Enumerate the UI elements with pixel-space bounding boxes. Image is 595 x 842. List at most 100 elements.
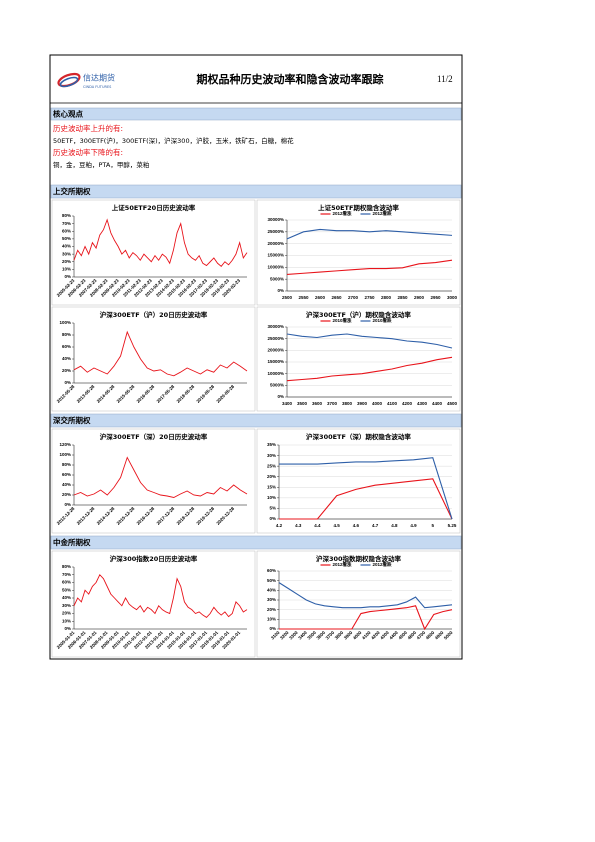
data-line (279, 605, 453, 631)
x-tick-label: 4400 (432, 401, 443, 406)
chart-title: 上证50ETF期权隐含波动率 (318, 203, 399, 212)
y-tick-label: 0% (64, 274, 71, 279)
x-tick-label: 4100 (361, 630, 372, 641)
x-tick-label: 4100 (387, 401, 398, 406)
y-tick-label: 40% (62, 482, 71, 487)
x-tick-label: 4.7 (372, 523, 379, 528)
x-tick-label: 4.9 (410, 523, 417, 528)
y-tick-label: 10% (267, 495, 276, 500)
y-tick-label: 10000% (267, 371, 284, 376)
legend-label: 2012看跌 (373, 561, 393, 568)
x-tick-label: 3900 (343, 630, 354, 641)
logo-text: 信达期货 (83, 73, 115, 83)
chart: 沪深300ETF（沪）期权隐含波动率 0% 5000% 10000% 15000% 200… (256, 306, 461, 412)
x-tick-label: 3200 (279, 630, 290, 641)
y-tick-label: 15000% (267, 359, 284, 364)
x-tick-label: 4300 (417, 401, 428, 406)
chart: 沪深300指数20日历史波动率 0% 10% 20% 30% 40% 50% 60% 70% 80… (51, 550, 256, 658)
y-tick-label: 5000% (270, 276, 284, 281)
x-tick-label: 2850 (397, 295, 408, 300)
y-tick-label: 20% (267, 607, 276, 612)
y-tick-label: 50% (62, 587, 71, 592)
legend-label: 2012看涨 (333, 210, 353, 217)
y-tick-label: 20% (62, 259, 71, 264)
y-tick-label: 80% (62, 332, 71, 337)
y-tick-label: 50% (267, 578, 276, 583)
x-tick-label: 4.2 (276, 523, 283, 528)
x-tick-label: 4700 (416, 630, 427, 641)
chart-title: 沪深300ETF（沪）期权隐含波动率 (306, 310, 411, 319)
x-tick-label: 5.25 (448, 523, 457, 528)
x-tick-label: 3800 (334, 630, 345, 641)
data-line (286, 333, 453, 349)
x-tick-label: 3600 (315, 630, 326, 641)
y-tick-label: 25000% (267, 336, 284, 341)
y-tick-label: 10000% (267, 265, 284, 270)
x-tick-label: 2500 (282, 295, 293, 300)
y-tick-label: 40% (62, 356, 71, 361)
data-line (286, 228, 453, 240)
chart-title: 上证50ETF20日历史波动率 (112, 203, 196, 212)
y-tick-label: 60% (62, 228, 71, 233)
x-tick-label: 4000 (352, 630, 363, 641)
data-line (73, 456, 248, 498)
y-tick-label: 60% (267, 568, 276, 573)
y-tick-label: 25% (267, 463, 276, 468)
x-tick-label: 3500 (297, 401, 308, 406)
chart: 沪深300指数期权隐含波动率 0% 10% 20% 30% 40% 50% 60% 310032… (256, 550, 461, 658)
x-tick-label: 3600 (312, 401, 323, 406)
chart-title: 沪深300指数20日历史波动率 (110, 554, 198, 563)
y-tick-label: 20% (62, 492, 71, 497)
x-tick-label: 2700 (348, 295, 359, 300)
y-tick-label: 80% (62, 564, 71, 569)
section-bar (50, 413, 462, 428)
y-tick-label: 20% (62, 368, 71, 373)
chart-frame (256, 306, 461, 412)
page-title: 期权品种历史波动率和隐含波动率跟踪 (197, 72, 384, 86)
x-tick-label: 3100 (270, 630, 281, 641)
chart-title: 沪深300ETF（深）期权隐含波动率 (306, 432, 411, 441)
y-tick-label: 40% (267, 588, 276, 593)
y-tick-label: 10% (62, 618, 71, 623)
y-tick-label: 30% (62, 603, 71, 608)
y-tick-label: 25000% (267, 229, 284, 234)
y-tick-label: 80% (62, 213, 71, 218)
x-tick-label: 4.4 (314, 523, 321, 528)
x-tick-label: 2950 (430, 295, 441, 300)
y-tick-label: 30% (62, 251, 71, 256)
x-tick-label: 4300 (379, 630, 390, 641)
x-tick-label: 4200 (402, 401, 413, 406)
legend-label: 2010看跌 (373, 317, 393, 324)
data-line (73, 573, 248, 618)
chart: 沪深300ETF（沪）20日历史波动率0%20%40%60%80%100%201… (51, 306, 256, 412)
x-tick-label: 3400 (282, 401, 293, 406)
y-tick-label: 100% (59, 320, 71, 325)
page-number: 11/2 (437, 74, 453, 84)
section-bar (50, 107, 462, 121)
data-line (279, 478, 453, 520)
y-tick-label: 120% (59, 442, 71, 447)
y-tick-label: 0% (277, 394, 284, 399)
y-tick-label: 0% (277, 288, 284, 293)
chart: 上证50ETF期权隐含波动率 0% 5000% 10000% 15000% 20000% 2… (256, 199, 461, 306)
y-tick-label: 40% (62, 244, 71, 249)
x-tick-label: 2600 (315, 295, 326, 300)
page-frame (49, 54, 463, 660)
section-bar (50, 184, 462, 199)
data-line (73, 330, 248, 377)
x-tick-label: 3700 (327, 401, 338, 406)
y-tick-label: 0% (269, 626, 276, 631)
data-line (278, 582, 453, 609)
x-tick-label: 2800 (381, 295, 392, 300)
x-tick-label: 4.5 (334, 523, 341, 528)
y-tick-label: 70% (62, 572, 71, 577)
y-tick-label: 50% (62, 236, 71, 241)
y-tick-label: 60% (62, 472, 71, 477)
logo-subtext: CINDA FUTURES (83, 85, 112, 89)
down-label: 历史波动率下降的有: (53, 147, 123, 157)
chart-title: 沪深300指数期权隐含波动率 (316, 554, 402, 563)
x-tick-label: 3800 (342, 401, 353, 406)
chart-frame (51, 550, 256, 658)
y-tick-label: 70% (62, 221, 71, 226)
data-line (286, 259, 453, 275)
